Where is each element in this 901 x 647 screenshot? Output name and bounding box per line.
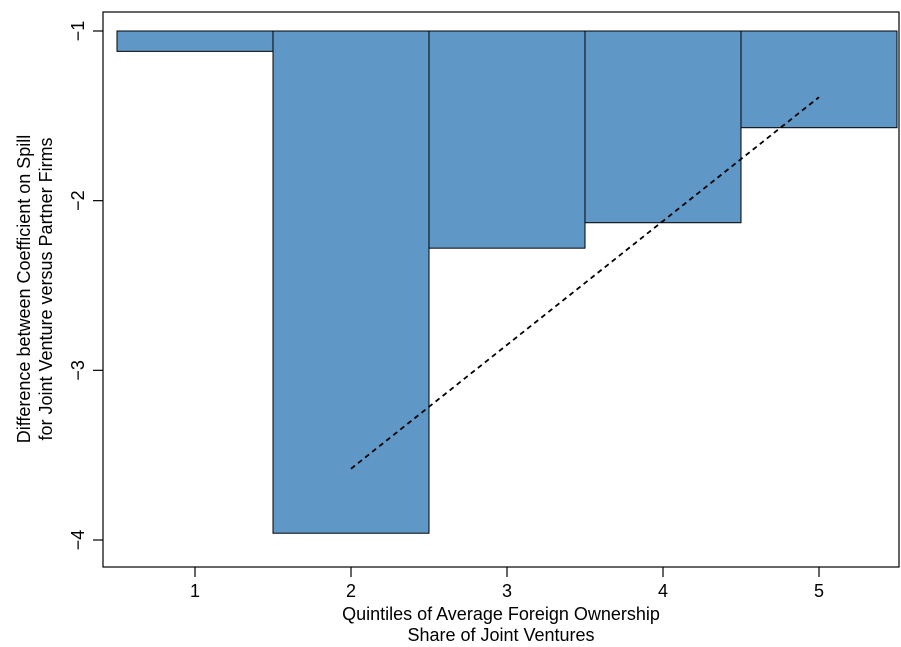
bars-group	[116, 30, 898, 534]
bar-2	[272, 30, 430, 534]
y-axis-title-line2: for Joint Venture versus Partner Firms	[36, 137, 56, 440]
bar-3	[428, 30, 586, 249]
y-tick-label--1: −1	[68, 21, 88, 42]
x-axis-title-line1: Quintiles of Average Foreign Ownership	[342, 604, 660, 624]
y-axis-title-line1: Difference between Coefficient on Spill	[14, 135, 34, 444]
trend-line	[350, 96, 820, 470]
y-axis: −1 −2 −3 −4	[68, 21, 103, 551]
bar-1	[116, 30, 274, 52]
y-tick-label--2: −2	[68, 190, 88, 211]
plot-frame	[102, 11, 900, 568]
x-tick-label-5: 5	[814, 581, 824, 601]
y-tick-label--4: −4	[68, 530, 88, 551]
trend-line-group	[350, 96, 820, 470]
bar-4	[584, 30, 742, 224]
y-tick-label--3: −3	[68, 360, 88, 381]
bar-5	[740, 30, 898, 129]
x-tick-label-1: 1	[190, 581, 200, 601]
x-tick-label-3: 3	[502, 581, 512, 601]
x-axis: 1 2 3 4 5	[190, 567, 824, 601]
x-tick-label-4: 4	[658, 581, 668, 601]
x-tick-label-2: 2	[346, 581, 356, 601]
x-axis-title-line2: Share of Joint Ventures	[407, 625, 594, 645]
